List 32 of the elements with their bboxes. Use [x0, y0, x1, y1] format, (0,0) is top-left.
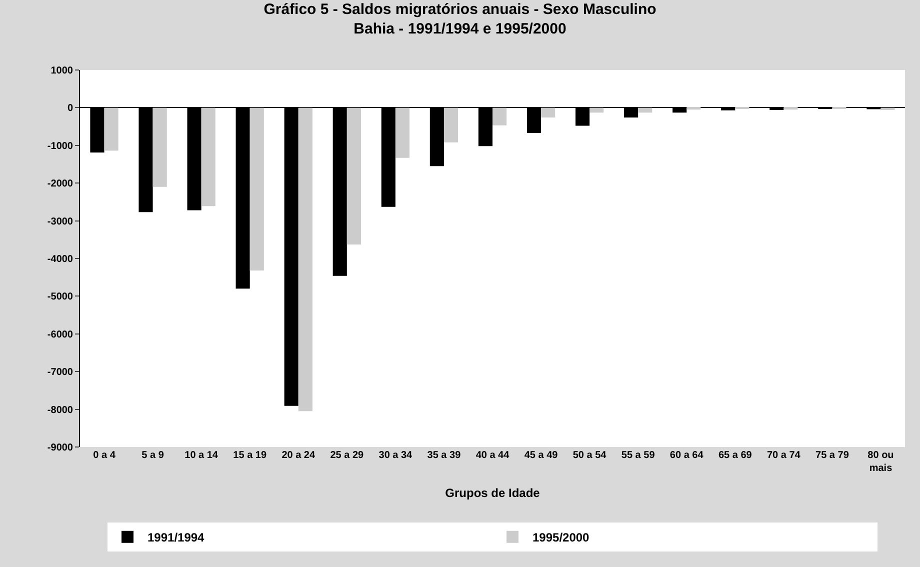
x-tick-label: 55 a 59: [621, 450, 656, 461]
x-tick-label: 80 ou mais: [868, 450, 894, 474]
x-tick-label: 70 a 74: [766, 450, 801, 461]
y-tick-label: -2000: [47, 178, 74, 190]
x-tick-label: 50 a 54: [572, 450, 607, 461]
x-tick-label: 40 a 44: [476, 450, 510, 461]
y-tick-label: -3000: [47, 216, 74, 228]
x-axis-title: Grupos de Idade: [445, 486, 540, 500]
legend-label: 1995/2000: [532, 530, 590, 545]
x-tick-label: 60 a 64: [670, 450, 704, 461]
x-tick-label: 0 a 4: [93, 450, 116, 461]
y-tick-label: -5000: [47, 292, 74, 303]
y-tick-label: -1000: [47, 140, 74, 152]
x-tick-label: 20 a 24: [282, 450, 316, 461]
x-tick-label: 15 a 19: [233, 450, 267, 461]
chart-title: Gráfico 5 - Saldos migratórios anuais - Sexo Masculino Bahia - 1991/1994 e 1995/2000: [264, 1, 656, 38]
x-tick-label: 75 a 79: [816, 450, 850, 461]
y-tick-label: 1000: [50, 66, 74, 76]
y-tick-label: -7000: [47, 367, 74, 378]
x-tick-label: 25 a 29: [330, 450, 364, 461]
x-tick-label: 35 a 39: [427, 450, 462, 461]
y-tick-label: 0: [67, 103, 74, 114]
x-tick-label: 10 a 14: [184, 450, 218, 461]
x-tick-label: 45 a 49: [524, 450, 558, 461]
x-tick-label: 30 a 34: [378, 450, 413, 461]
y-tick-label: -8000: [47, 404, 74, 416]
y-tick-label: -4000: [47, 254, 74, 265]
x-tick-label: 65 a 69: [718, 450, 752, 461]
x-tick-label: 5 a 9: [142, 450, 164, 461]
y-tick-label: -6000: [47, 329, 74, 340]
y-tick-label: -9000: [47, 442, 74, 454]
legend-label: 1991/1994: [148, 530, 205, 545]
